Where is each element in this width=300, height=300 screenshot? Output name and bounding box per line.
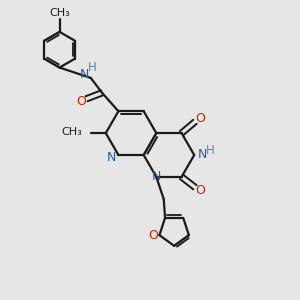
Text: N: N	[80, 68, 89, 82]
Text: CH₃: CH₃	[49, 8, 70, 19]
Text: N: N	[152, 170, 161, 183]
Text: H: H	[88, 61, 97, 74]
Text: O: O	[76, 95, 86, 108]
Text: N: N	[107, 151, 117, 164]
Text: N: N	[198, 148, 207, 161]
Text: O: O	[195, 112, 205, 125]
Text: O: O	[195, 184, 205, 197]
Text: H: H	[206, 144, 215, 157]
Text: O: O	[148, 229, 158, 242]
Text: CH₃: CH₃	[61, 127, 82, 137]
